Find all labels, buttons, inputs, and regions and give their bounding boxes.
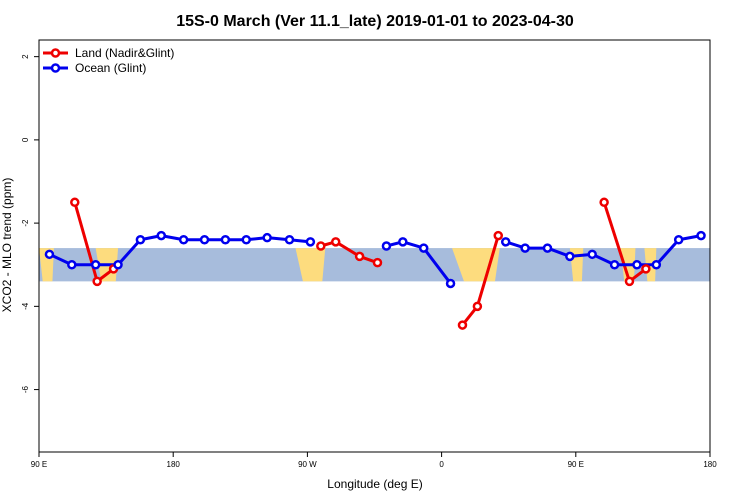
y-tick-label: -6	[21, 385, 30, 393]
x-tick-label: 0	[439, 460, 444, 469]
data-point	[305, 237, 316, 247]
legend-label: Land (Nadir&Glint)	[75, 46, 174, 60]
data-point	[493, 230, 504, 241]
data-point	[696, 230, 706, 241]
data-point	[651, 259, 662, 270]
y-tick-label: 0	[21, 137, 30, 142]
data-point	[457, 320, 468, 330]
data-point	[241, 235, 252, 245]
data-point	[316, 241, 326, 251]
y-tick-label: -2	[21, 219, 30, 227]
data-point	[542, 243, 553, 253]
y-tick-label: 2	[21, 54, 30, 59]
data-point	[398, 237, 408, 247]
x-tick-label: 90 E	[31, 460, 47, 469]
data-point	[135, 235, 146, 245]
data-point	[354, 251, 365, 262]
data-point	[624, 276, 635, 287]
data-point	[92, 276, 102, 287]
data-point	[44, 249, 55, 260]
data-point	[178, 235, 189, 245]
data-point	[418, 243, 429, 253]
data-point	[372, 257, 383, 268]
data-point	[587, 249, 597, 260]
data-point	[673, 235, 684, 245]
series-line	[505, 234, 702, 267]
data-point	[520, 243, 530, 253]
x-tick-label: 90 W	[298, 460, 317, 469]
legend-marker	[50, 63, 61, 73]
data-point	[262, 232, 272, 243]
data-point	[156, 230, 167, 241]
x-tick-label: 90 E	[568, 460, 584, 469]
latitude-band	[39, 248, 710, 282]
data-point	[330, 237, 341, 247]
series-line	[320, 240, 378, 265]
chart-title: 15S-0 March (Ver 11.1_late) 2019-01-01 t…	[176, 13, 574, 30]
legend-label: Ocean (Glint)	[75, 61, 146, 75]
data-point	[113, 259, 123, 270]
data-point	[381, 241, 392, 251]
data-point	[90, 259, 101, 270]
data-point	[70, 197, 80, 208]
y-tick-label: -4	[21, 302, 30, 310]
x-axis-label: Longitude (deg E)	[327, 477, 422, 491]
data-point	[632, 259, 642, 270]
data-point	[67, 259, 77, 270]
data-point	[445, 278, 456, 289]
data-point	[565, 251, 575, 262]
plot-frame	[38, 39, 711, 453]
series-points	[44, 197, 706, 330]
x-tick-label: 180	[167, 460, 181, 469]
data-point	[220, 235, 231, 245]
data-point	[500, 237, 511, 247]
data-point	[199, 235, 210, 245]
x-tick-label: 180	[703, 460, 717, 469]
data-point	[609, 259, 620, 270]
y-axis: 2 0 -2 -4 -6	[21, 54, 39, 393]
data-point	[599, 197, 609, 208]
y-axis-label: XCO2 - MLO trend (ppm)	[0, 178, 14, 313]
legend-marker	[50, 48, 61, 58]
data-point	[641, 264, 651, 274]
land-shape	[295, 248, 326, 282]
series-line	[386, 240, 452, 285]
legend: Land (Nadir&Glint)Ocean (Glint)	[43, 46, 174, 75]
data-point	[472, 301, 483, 312]
x-axis: 90 E 180 90 W 0 90 E 180	[31, 452, 717, 469]
data-point	[284, 235, 295, 245]
